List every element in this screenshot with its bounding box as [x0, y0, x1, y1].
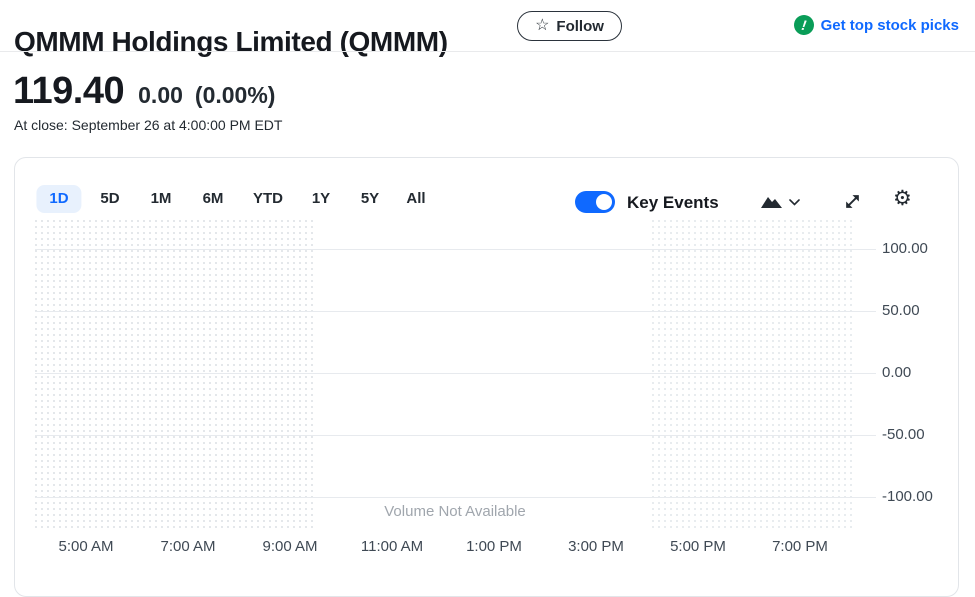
x-axis-label: 1:00 PM	[466, 538, 522, 555]
afterhours-session-shading	[650, 218, 852, 530]
chart-type-button[interactable]	[761, 196, 800, 208]
exclamation-badge-icon: !	[792, 13, 815, 37]
range-tab-6m[interactable]: 6M	[202, 190, 224, 207]
x-axis-label: 7:00 PM	[772, 538, 828, 555]
range-tab-1m[interactable]: 1M	[150, 190, 172, 207]
gear-icon: ⚙	[893, 187, 912, 210]
chart-settings-button[interactable]: ⚙	[893, 188, 912, 209]
gridline-100	[35, 249, 876, 250]
quote-summary: 119.40 0.00 (0.00%)	[13, 70, 275, 113]
y-axis-label: -50.00	[882, 426, 925, 443]
chevron-down-icon	[789, 198, 800, 206]
price-change: 0.00	[138, 82, 183, 108]
x-axis-label: 7:00 AM	[160, 538, 216, 555]
header-divider	[0, 51, 975, 52]
y-axis-label: 100.00	[882, 240, 928, 257]
price-change-percent: (0.00%)	[194, 82, 276, 108]
x-axis-label: 5:00 AM	[58, 538, 114, 555]
page-title: QMMM Holdings Limited (QMMM)	[14, 25, 448, 57]
range-tab-5d[interactable]: 5D	[100, 190, 120, 207]
y-axis-label: 50.00	[882, 302, 920, 319]
mountain-chart-icon	[761, 196, 782, 208]
gridline-neg50	[35, 435, 876, 436]
at-close-timestamp: At close: September 26 at 4:00:00 PM EDT	[14, 117, 283, 133]
volume-not-available-message: Volume Not Available	[384, 503, 526, 520]
gridline-50	[35, 311, 876, 312]
get-top-stock-picks-link[interactable]: ! Get top stock picks	[792, 13, 959, 37]
key-events-label: Key Events	[627, 193, 719, 212]
range-tab-5y[interactable]: 5Y	[360, 190, 380, 207]
range-tab-all[interactable]: All	[406, 190, 426, 207]
toggle-knob	[596, 194, 612, 210]
x-axis-label: 9:00 AM	[262, 538, 318, 555]
y-axis-label: 0.00	[882, 364, 912, 381]
expand-chart-button[interactable]	[843, 192, 862, 211]
follow-label: Follow	[556, 17, 604, 35]
range-tab-1d[interactable]: 1D	[36, 185, 82, 213]
current-price: 119.40	[13, 70, 125, 112]
x-axis-label: 5:00 PM	[670, 538, 726, 555]
gridline-0	[35, 373, 876, 374]
x-axis-label: 3:00 PM	[568, 538, 624, 555]
expand-icon	[843, 192, 862, 211]
x-axis-label: 11:00 AM	[360, 538, 424, 555]
y-axis-label: -100.00	[882, 488, 933, 505]
star-icon: ☆	[535, 17, 550, 34]
range-tab-1y[interactable]: 1Y	[311, 190, 331, 207]
key-events-toggle[interactable]	[575, 191, 615, 213]
follow-button[interactable]: ☆ Follow	[517, 11, 622, 41]
gridline-neg100	[35, 497, 876, 498]
range-tab-ytd[interactable]: YTD	[253, 190, 283, 207]
top-picks-label: Get top stock picks	[820, 16, 959, 34]
premarket-session-shading	[33, 218, 314, 530]
